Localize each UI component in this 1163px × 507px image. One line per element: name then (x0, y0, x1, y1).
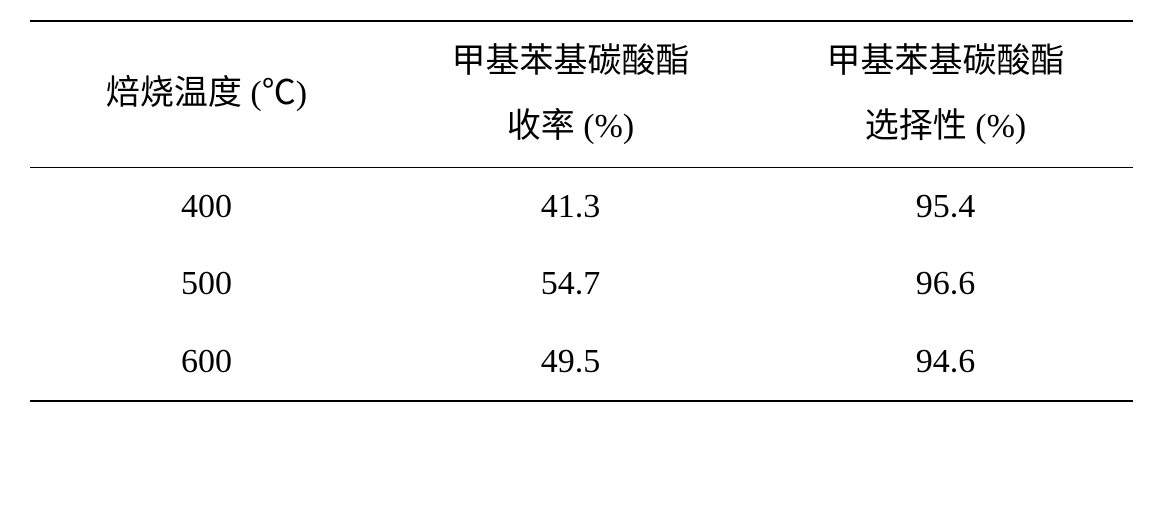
cell-yield: 54.7 (383, 245, 758, 322)
col-header-selectivity: 甲基苯基碳酸酯 选择性 (%) (758, 21, 1133, 168)
col-header-yield-line1: 甲基苯基碳酸酯 (387, 30, 754, 95)
col-header-selectivity-line2: 选择性 (%) (762, 95, 1129, 160)
data-table: 焙烧温度 (℃) 甲基苯基碳酸酯 收率 (%) 甲基苯基碳酸酯 选择性 (%) … (30, 20, 1133, 402)
table-row: 500 54.7 96.6 (30, 245, 1133, 322)
table-row: 600 49.5 94.6 (30, 323, 1133, 401)
cell-yield: 49.5 (383, 323, 758, 401)
cell-selectivity: 96.6 (758, 245, 1133, 322)
cell-selectivity: 95.4 (758, 168, 1133, 246)
header-row: 焙烧温度 (℃) 甲基苯基碳酸酯 收率 (%) 甲基苯基碳酸酯 选择性 (%) (30, 21, 1133, 168)
cell-temp: 400 (30, 168, 383, 246)
table-row: 400 41.3 95.4 (30, 168, 1133, 246)
col-header-yield-line2: 收率 (%) (387, 95, 754, 160)
col-header-selectivity-line1: 甲基苯基碳酸酯 (762, 30, 1129, 95)
col-header-temperature: 焙烧温度 (℃) (30, 21, 383, 168)
cell-yield: 41.3 (383, 168, 758, 246)
cell-temp: 600 (30, 323, 383, 401)
col-header-yield: 甲基苯基碳酸酯 收率 (%) (383, 21, 758, 168)
cell-selectivity: 94.6 (758, 323, 1133, 401)
cell-temp: 500 (30, 245, 383, 322)
